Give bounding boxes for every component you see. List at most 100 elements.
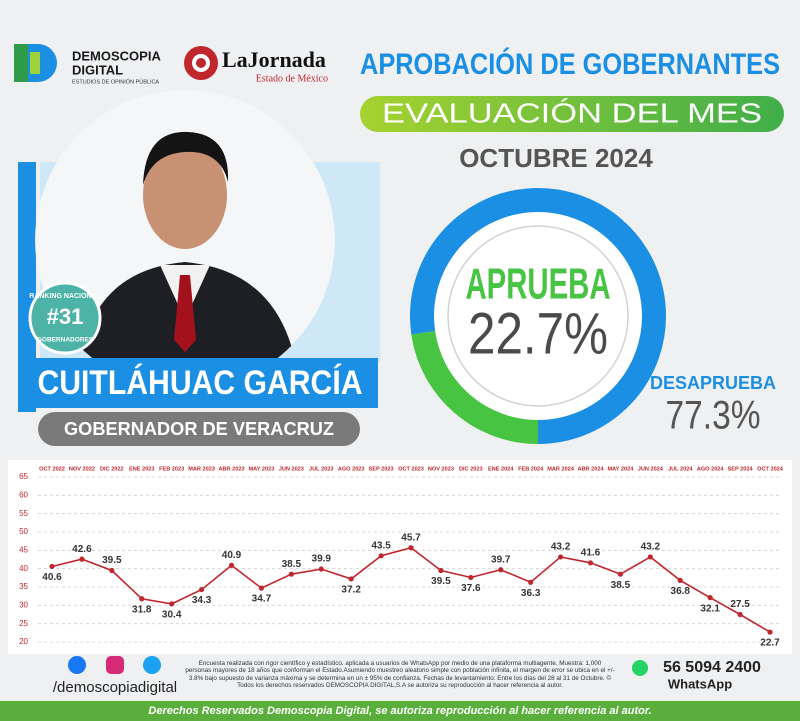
data-label: 39.5 xyxy=(431,576,451,587)
x-tick-label: AGO 2023 xyxy=(338,466,365,472)
x-tick-label: SEP 2024 xyxy=(728,466,754,472)
ranking: #31 xyxy=(47,304,84,329)
logo-name: DEMOSCOPIA xyxy=(72,48,161,63)
x-tick-label: DIC 2023 xyxy=(459,466,483,472)
disapprove-label: DESAPRUEBA xyxy=(650,373,776,393)
data-label: 43.2 xyxy=(551,542,571,553)
donut-segment xyxy=(410,188,666,444)
y-tick-label: 20 xyxy=(19,637,28,646)
data-label: 22.7 xyxy=(760,638,780,649)
x-tick-label: ENE 2023 xyxy=(129,466,155,472)
data-label: 38.5 xyxy=(282,559,302,570)
x-tick-label: SEP 2023 xyxy=(369,466,394,472)
disapprove-value: 77.3% xyxy=(666,394,761,438)
x-tick-label: FEB 2024 xyxy=(518,466,544,472)
x-tick-label: JUL 2024 xyxy=(668,466,693,472)
y-tick-label: 30 xyxy=(19,600,28,609)
facebook-icon xyxy=(68,656,86,674)
point xyxy=(557,554,564,560)
y-tick-label: 55 xyxy=(19,509,28,518)
y-tick-label: 50 xyxy=(19,527,28,536)
x-tick-label: MAR 2024 xyxy=(547,466,575,472)
note-box: Encuesta realizada con rigor científico … xyxy=(185,660,615,690)
x-tick-label: DIC 2022 xyxy=(100,466,124,472)
logo xyxy=(14,44,57,82)
x-tick-label: OCT 2024 xyxy=(757,466,784,472)
x-tick-label: JUN 2023 xyxy=(279,466,304,472)
period: OCTUBRE 2024 xyxy=(459,143,653,173)
point xyxy=(408,545,414,551)
phone: 56 5094 2400 xyxy=(663,659,761,676)
rights-bar xyxy=(0,701,800,721)
x-tick-label: AGO 2024 xyxy=(697,466,725,472)
chart-panel xyxy=(8,460,792,654)
data-label: 31.8 xyxy=(132,604,152,615)
ranking-badge xyxy=(28,281,102,355)
donut-inner-ring xyxy=(447,225,629,407)
point xyxy=(587,560,594,566)
point xyxy=(79,556,85,562)
point xyxy=(318,566,324,572)
role-pill xyxy=(38,412,360,446)
approve-value: 22.7% xyxy=(468,301,608,366)
point xyxy=(498,567,504,573)
approve-label: APRUEBA xyxy=(466,260,611,309)
name-banner xyxy=(22,358,378,408)
y-tick-label: 45 xyxy=(19,545,28,554)
point xyxy=(348,576,354,582)
data-label: 34.7 xyxy=(252,594,272,605)
social-handle: /demoscopiadigital xyxy=(53,679,177,696)
x-tick-label: FEB 2023 xyxy=(159,466,184,472)
point xyxy=(228,562,235,568)
partner-sub: Estado de México xyxy=(256,73,328,84)
point xyxy=(198,586,205,593)
data-label: 36.8 xyxy=(671,586,691,597)
point xyxy=(468,574,474,581)
whatsapp-icon xyxy=(632,660,648,676)
data-label: 39.7 xyxy=(491,554,511,565)
point xyxy=(139,596,145,602)
partner-logo xyxy=(184,46,218,80)
y-tick-label: 40 xyxy=(19,564,28,573)
x-tick-label: ABR 2023 xyxy=(218,466,244,472)
point xyxy=(438,567,444,574)
data-label: 30.4 xyxy=(162,610,182,621)
point xyxy=(378,553,384,559)
logo-name: DIGITAL xyxy=(72,62,123,77)
point xyxy=(109,567,115,574)
point xyxy=(767,629,773,635)
twitter-icon xyxy=(143,656,161,674)
phone-label: WhatsApp xyxy=(668,676,732,691)
role: GOBERNADOR DE VERACRUZ xyxy=(64,419,334,439)
rights: Derechos Reservados Demoscopia Digital, … xyxy=(148,705,651,717)
person-name: CUITLÁHUAC GARCÍA xyxy=(38,364,363,402)
data-label: 40.6 xyxy=(42,572,62,583)
y-tick-label: 65 xyxy=(19,472,28,481)
y-tick-label: 35 xyxy=(19,582,28,591)
data-label: 41.6 xyxy=(581,547,601,558)
profile-accent xyxy=(18,162,36,412)
data-label: 39.5 xyxy=(102,555,122,566)
logo-tagline: ESTUDIOS DE OPINIÓN PÚBLICA xyxy=(72,78,159,85)
data-label: 27.5 xyxy=(730,599,750,610)
data-label: 32.1 xyxy=(700,603,720,614)
x-tick-label: JUL 2023 xyxy=(309,466,333,472)
data-label: 37.6 xyxy=(461,583,481,594)
x-tick-label: ENE 2024 xyxy=(488,466,514,472)
point xyxy=(258,585,265,591)
x-tick-label: MAY 2024 xyxy=(608,466,635,472)
survey-note: Encuesta realizada con rigor científico … xyxy=(185,660,615,690)
data-label: 38.5 xyxy=(611,580,631,591)
data-label: 43.5 xyxy=(371,540,391,551)
x-tick-label: OCT 2023 xyxy=(398,466,424,472)
data-label: 37.2 xyxy=(341,585,361,596)
point xyxy=(707,595,713,601)
data-label: 36.3 xyxy=(521,588,541,599)
data-label: 45.7 xyxy=(401,532,421,543)
y-tick-label: 60 xyxy=(19,490,28,499)
point xyxy=(169,601,175,607)
x-tick-label: MAR 2023 xyxy=(188,466,215,472)
instagram-icon xyxy=(106,656,124,674)
subtitle: EVALUACIÓN DEL MES xyxy=(382,97,762,128)
